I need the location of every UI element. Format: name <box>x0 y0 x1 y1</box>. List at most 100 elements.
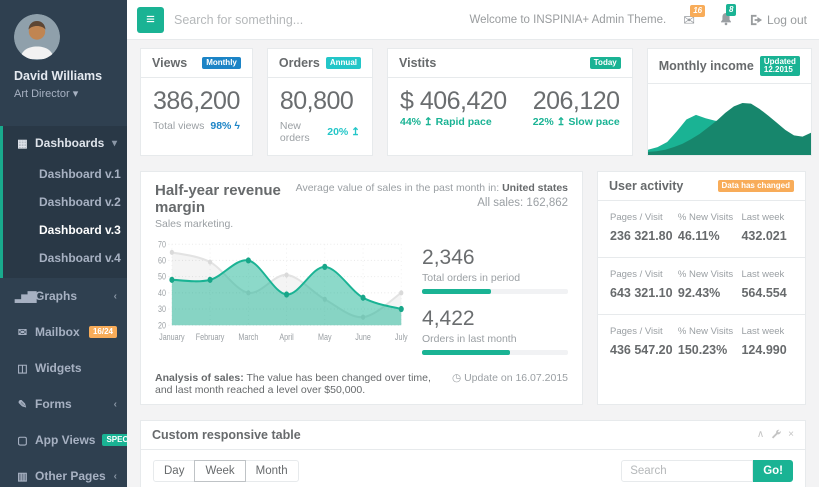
panel-title: Half-year revenue margin <box>155 182 281 216</box>
user-role-menu[interactable]: Art Director ▾ <box>14 87 113 100</box>
sidebar-item-dashboard-v3[interactable]: Dashboard v.3 <box>3 216 127 244</box>
new-visits-value: 92.43% <box>677 286 721 300</box>
sidebar-item-graphs[interactable]: ▂▅▇ Graphs ‹ <box>0 278 127 314</box>
month-button[interactable]: Month <box>244 460 299 482</box>
data-changed-badge: Data has changed <box>717 180 794 192</box>
orders-card: Orders Annual 80,800 New orders 20% ↥ <box>266 48 373 156</box>
revenue-summary: Average value of sales in the past month… <box>296 182 568 230</box>
svg-text:February: February <box>196 332 225 342</box>
update-text: ◷ Update on 16.07.2015 <box>451 372 569 384</box>
dashboard-content: Views Monthly 386,200 Total views 98% ϟ … <box>127 40 819 487</box>
col-label: % New Visits <box>677 212 734 223</box>
sidebar-item-label: Graphs <box>35 289 78 303</box>
svg-text:January: January <box>159 332 184 342</box>
new-visits-value: 46.11% <box>677 229 720 243</box>
col-label: Last week <box>741 269 785 280</box>
orders-stat: 20% ↥ <box>327 126 360 138</box>
orders-month-value: 4,422 <box>422 307 475 330</box>
sidebar-item-widgets[interactable]: ◫ Widgets <box>0 350 127 386</box>
table-search-input[interactable] <box>621 460 754 482</box>
sidebar-item-dashboard-v4[interactable]: Dashboard v.4 NEW <box>3 244 127 272</box>
clock-icon: ◷ <box>451 372 462 384</box>
today-badge: Today <box>589 57 621 69</box>
search-input[interactable] <box>174 12 460 27</box>
income-area-chart <box>647 103 811 155</box>
sidebar-item-label: Other Pages <box>35 469 106 483</box>
chevron-left-icon: ‹ <box>113 398 117 410</box>
sidebar-item-mailbox[interactable]: ✉ Mailbox 16/24 <box>0 314 127 350</box>
week-button[interactable]: Week <box>194 460 246 482</box>
sidebar-item-label: Dashboard v.4 <box>39 251 121 265</box>
col-label: % New Visits <box>677 269 734 280</box>
sidebar-nav: ▦ Dashboards ▾ Dashboard v.1 Dashboard v… <box>0 126 127 487</box>
pages-visit-value: 236 321.80 <box>610 229 673 243</box>
annual-badge: Annual <box>325 57 361 69</box>
user-activity-panel: User activity Data has changed Pages / V… <box>597 171 806 405</box>
sidebar-item-dashboards[interactable]: ▦ Dashboards ▾ <box>3 126 127 160</box>
svg-text:60: 60 <box>158 256 166 266</box>
messages-count-badge: 16 <box>690 4 706 17</box>
svg-text:July: July <box>395 332 408 342</box>
close-icon[interactable]: × <box>788 429 794 440</box>
go-button[interactable]: Go! <box>753 460 793 482</box>
bolt-icon: ϟ <box>234 120 240 132</box>
orders-label: New orders <box>279 120 310 144</box>
sidebar-item-other-pages[interactable]: ▥ Other Pages ‹ <box>0 458 127 487</box>
svg-text:May: May <box>318 332 332 342</box>
logout-button[interactable]: Log out <box>750 13 807 27</box>
sidebar-item-forms[interactable]: ✎ Forms ‹ <box>0 386 127 422</box>
avg-sales-text: Average value of sales in the past month… <box>295 182 500 194</box>
visits-left-value: $ 406,420 <box>399 87 507 115</box>
day-button[interactable]: Day <box>153 460 196 482</box>
panel-tools: ∧ × <box>757 429 794 442</box>
panel-title: Custom responsive table <box>152 428 301 442</box>
messages-icon[interactable]: ✉ 16 <box>683 4 706 27</box>
avatar[interactable] <box>14 14 60 60</box>
sidebar-item-app-views[interactable]: ▢ App Views SPECIAL <box>0 422 127 458</box>
svg-text:40: 40 <box>158 288 166 298</box>
sidebar-item-dashboard-v1[interactable]: Dashboard v.1 <box>3 160 127 188</box>
bell-icon[interactable]: 8 <box>719 3 737 28</box>
orders-value: 80,800 <box>279 87 354 115</box>
sidebar-item-label: Mailbox <box>35 325 80 339</box>
pages-visit-value: 643 321.10 <box>610 286 673 300</box>
pages-icon: ▥ <box>17 470 27 483</box>
envelope-icon: ✉ <box>17 326 27 339</box>
orders-month-progress <box>422 350 569 355</box>
sidebar-item-label: Dashboards <box>35 136 105 150</box>
alerts-count-badge: 8 <box>725 3 737 16</box>
collapse-icon[interactable]: ∧ <box>756 429 765 440</box>
middle-row: Half-year revenue margin Sales marketing… <box>140 171 806 405</box>
panel-title: User activity <box>609 179 684 193</box>
activity-row: Pages / Visit 643 321.10 % New Visits 92.4… <box>598 258 805 315</box>
orders-period-progress <box>422 289 569 294</box>
monthly-income-card: Monthly income Updated 12.2015 <box>646 48 812 156</box>
wrench-icon[interactable] <box>771 429 781 442</box>
pencil-icon: ✎ <box>17 398 27 411</box>
svg-text:20: 20 <box>158 321 166 331</box>
profile-section: David Williams Art Director ▾ <box>0 0 127 112</box>
last-week-value: 432.021 <box>741 229 787 243</box>
revenue-panel: Half-year revenue margin Sales marketing… <box>140 171 584 405</box>
visits-right-stat: 206,120 22% ↥ Slow pace <box>533 87 620 128</box>
sidebar: David Williams Art Director ▾ ▦ Dashboar… <box>0 0 127 487</box>
dashboards-icon: ▦ <box>17 137 27 150</box>
income-sparkline <box>647 84 811 155</box>
orders-month-label: Orders in last month <box>422 333 517 345</box>
col-label: Pages / Visit <box>610 269 663 280</box>
level-up-icon: ↥ <box>423 116 433 128</box>
widgets-icon: ◫ <box>17 362 27 375</box>
visits-right-foot: 22% ↥ Slow pace <box>532 116 620 128</box>
user-role: Art Director <box>14 88 70 100</box>
sidebar-item-dashboard-v2[interactable]: Dashboard v.2 <box>3 188 127 216</box>
main-area: ≡ Welcome to INSPINIA+ Admin Theme. ✉ 16… <box>127 0 819 487</box>
views-stat: 98% ϟ <box>210 120 240 132</box>
visits-right-value: 206,120 <box>532 87 620 115</box>
svg-text:50: 50 <box>158 272 166 282</box>
level-up-icon: ↥ <box>351 126 360 138</box>
pages-visit-value: 436 547.20 <box>610 343 673 357</box>
visits-left-stat: $ 406,420 44% ↥ Rapid pace <box>400 87 507 128</box>
monthly-badge: Monthly <box>202 57 241 69</box>
menu-toggle-button[interactable]: ≡ <box>137 6 164 33</box>
